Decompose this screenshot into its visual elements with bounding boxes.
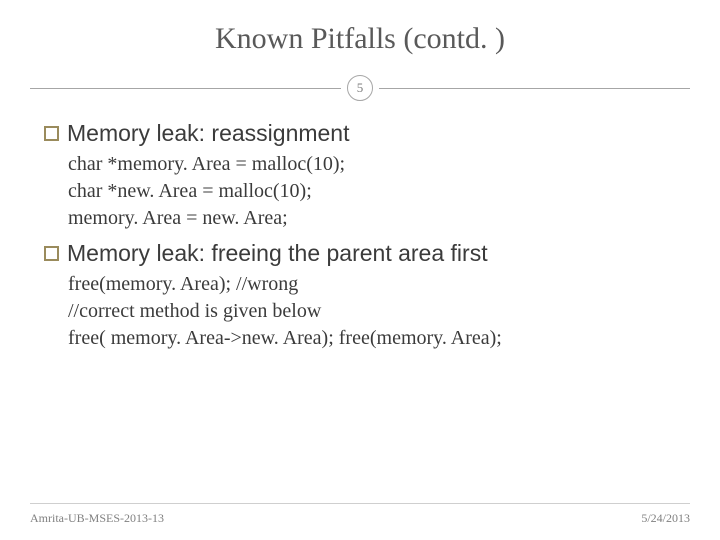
bullet-square-icon [44,126,59,141]
code-line: char *memory. Area = malloc(10); [68,151,676,178]
bullet-square-icon [44,246,59,261]
slide-title: Known Pitfalls (contd. ) [0,22,720,56]
section-heading: Memory leak: reassignment [44,120,676,147]
code-block: free(memory. Area); //wrong //correct me… [44,271,676,352]
slide: Known Pitfalls (contd. ) 5 Memory leak: … [0,0,720,540]
footer: Amrita-UB-MSES-2013-13 5/24/2013 [0,511,720,526]
code-line: free( memory. Area->new. Area); free(mem… [68,325,676,352]
code-block: char *memory. Area = malloc(10); char *n… [44,151,676,232]
divider-line-right [379,88,690,89]
code-line: char *new. Area = malloc(10); [68,178,676,205]
code-line: memory. Area = new. Area; [68,205,676,232]
footer-left-text: Amrita-UB-MSES-2013-13 [30,511,164,526]
title-area: Known Pitfalls (contd. ) [0,0,720,74]
page-number-badge: 5 [347,75,373,101]
divider-row: 5 [0,74,720,102]
content-area: Memory leak: reassignment char *memory. … [0,102,720,352]
code-line: //correct method is given below [68,298,676,325]
section-heading: Memory leak: freeing the parent area fir… [44,240,676,267]
footer-date: 5/24/2013 [641,511,690,526]
footer-divider [30,503,690,504]
divider-line-left [30,88,341,89]
heading-text: Memory leak: reassignment [67,120,350,147]
code-line: free(memory. Area); //wrong [68,271,676,298]
heading-text: Memory leak: freeing the parent area fir… [67,240,488,267]
